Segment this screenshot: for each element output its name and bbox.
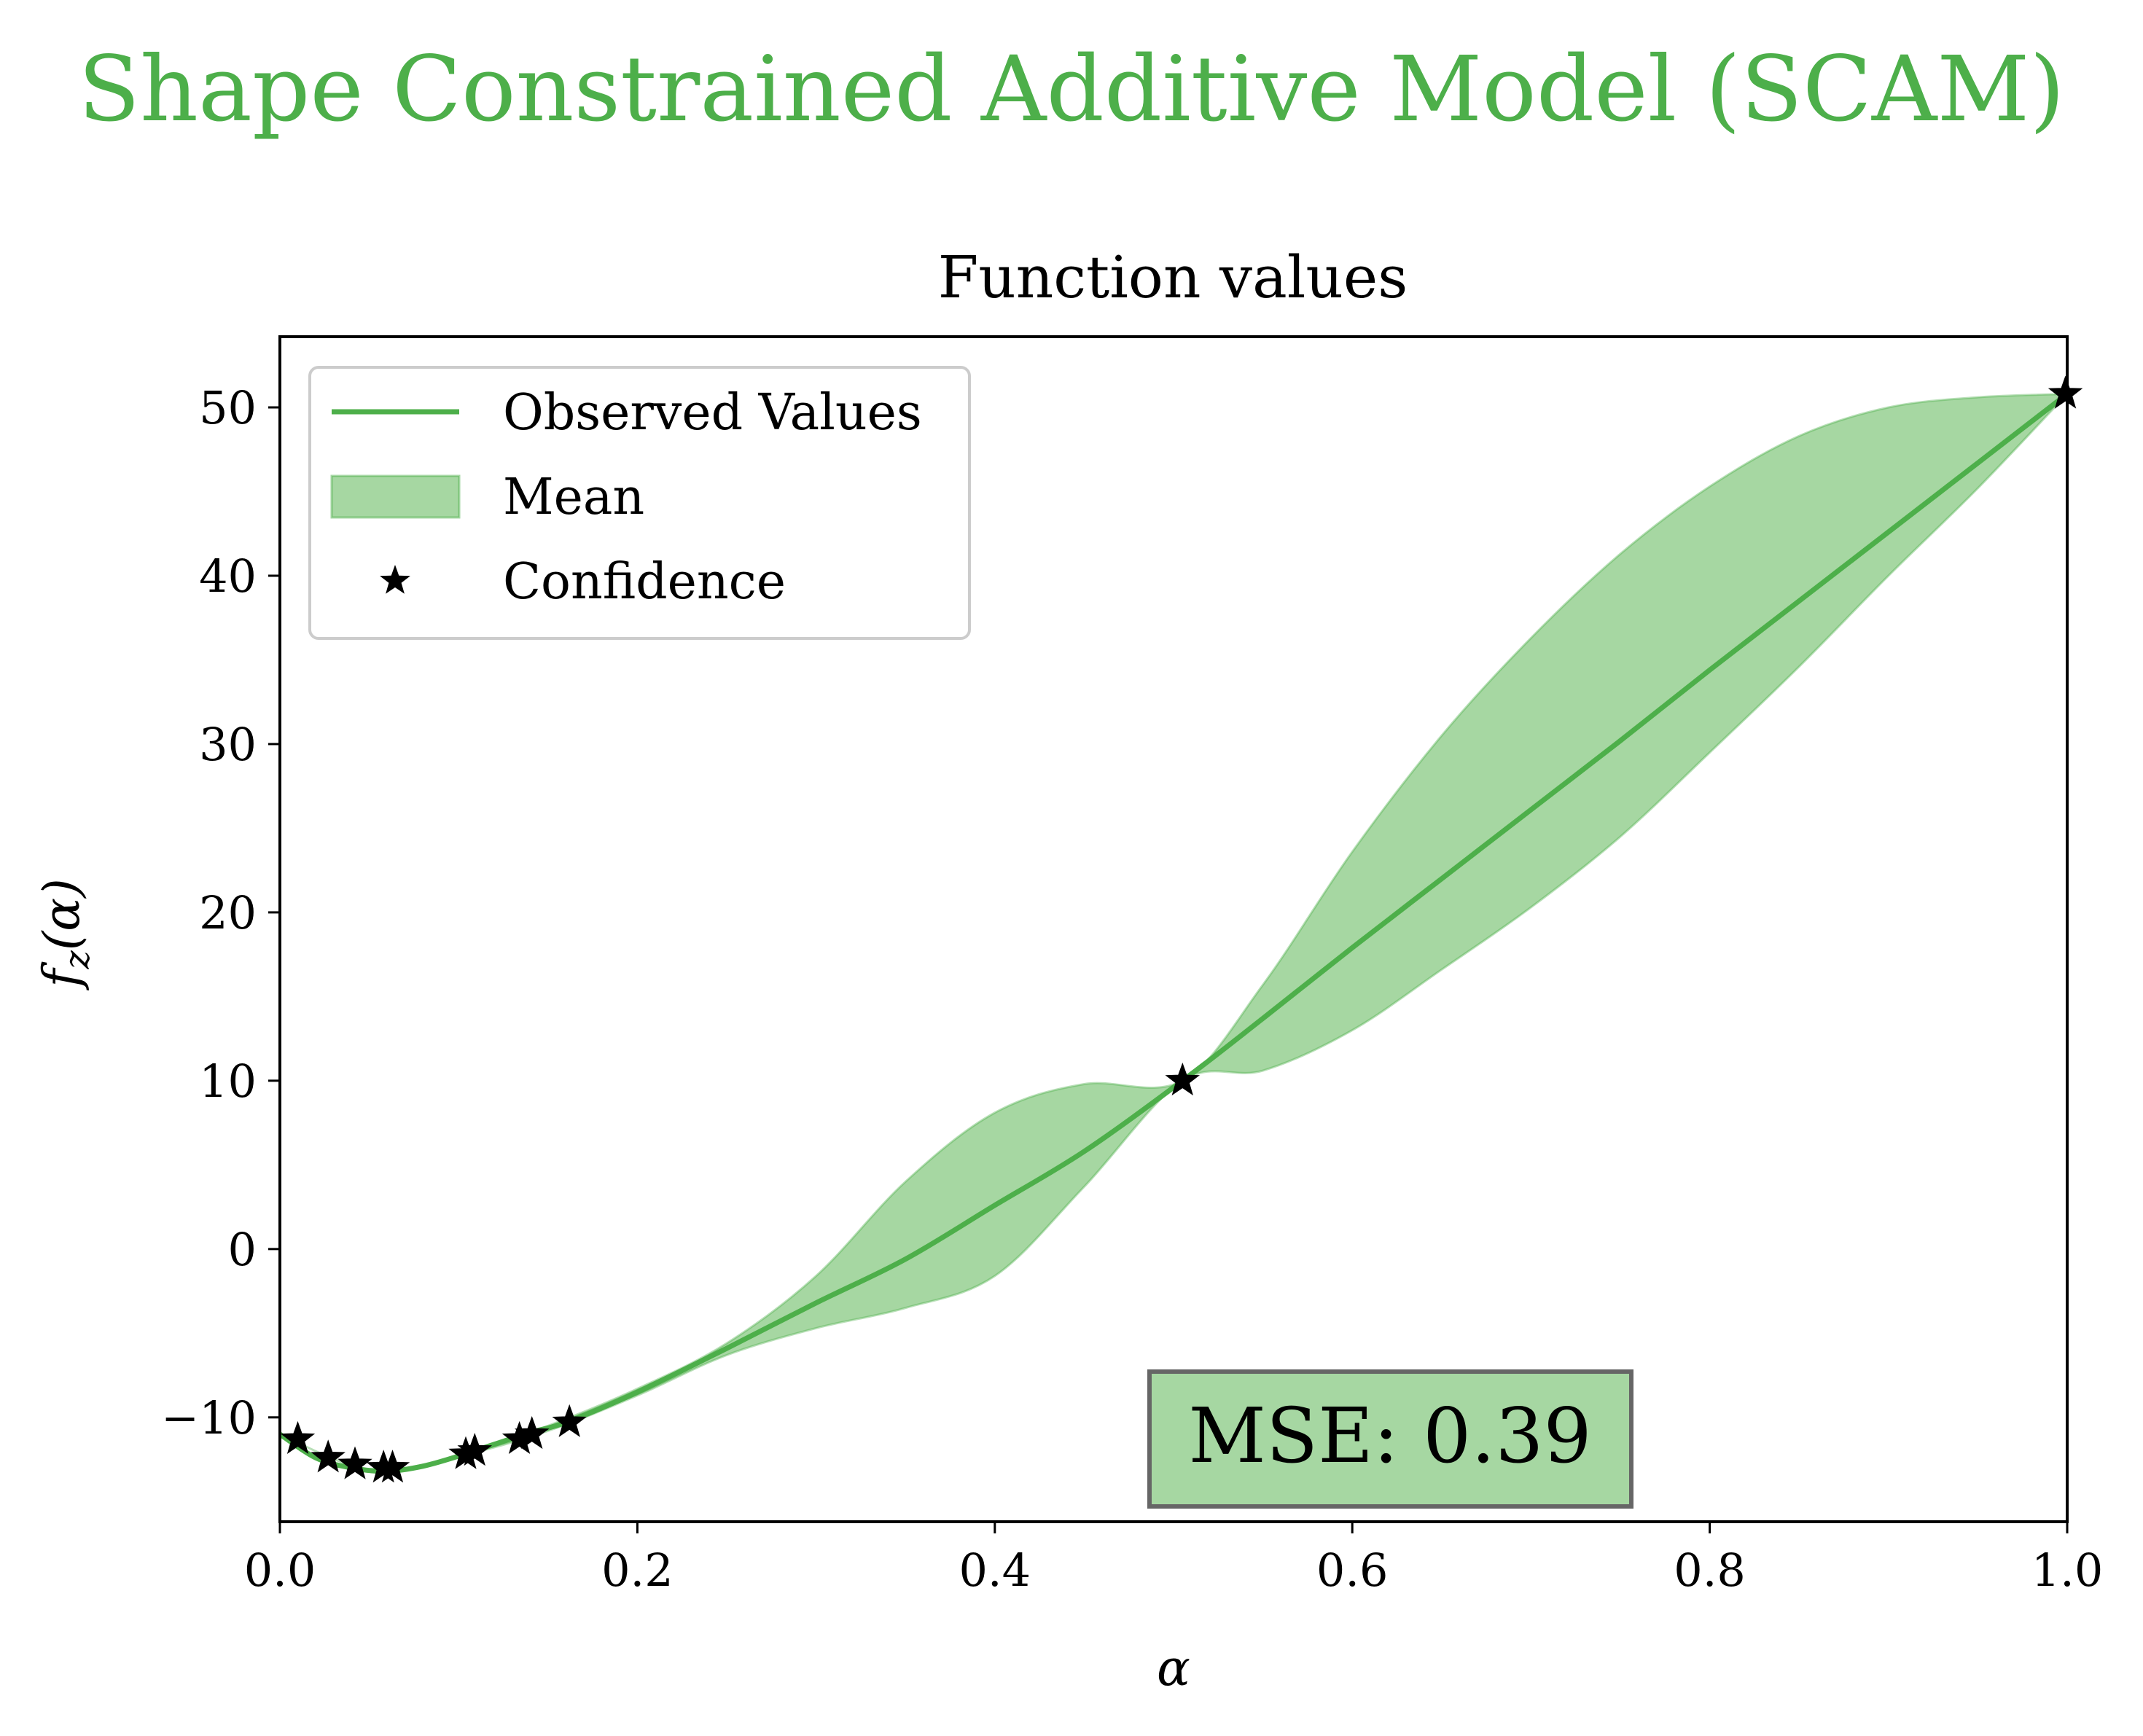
figure-suptitle: Shape Constrained Additive Model (SCAM) [78,37,2065,142]
mse-annotation-box [1147,1369,1633,1509]
x-axis: 0.0 0.2 0.4 0.6 0.8 1.0 [244,1522,2104,1597]
confidence-point [375,1450,410,1483]
y-axis: −10 0 10 20 30 40 50 [161,381,280,1444]
chart-title: Function values [938,243,1408,311]
legend: Observed Values Mean Confidence [308,366,971,640]
confidence-point [1165,1062,1201,1096]
y-tick-label: 50 [199,381,257,434]
confidence-point [457,1433,493,1466]
x-tick-label: 0.0 [244,1544,316,1597]
x-axis-label: α [1157,1640,1190,1697]
confidence-point [311,1439,346,1473]
legend-band-swatch [330,474,461,519]
mse-annotation-text: MSE: 0.39 [1188,1391,1591,1480]
y-tick-label: 30 [199,718,257,771]
y-tick-label: 20 [199,886,257,939]
y-tick-label: 10 [199,1055,257,1108]
confidence-point [2048,375,2083,409]
x-tick-label: 0.8 [1674,1544,1746,1597]
y-axis-label: fz(α) [34,878,98,990]
confidence-point [337,1446,372,1479]
legend-frame [308,366,971,640]
legend-entry-observed-values: Observed Values [503,384,922,442]
x-tick-label: 0.6 [1316,1544,1389,1597]
legend-star-marker [380,565,410,594]
plot-area [280,375,2083,1483]
x-tick-label: 0.2 [601,1544,674,1597]
x-tick-label: 0.4 [959,1544,1031,1597]
plot-frame [278,335,2069,1523]
x-tick-label: 1.0 [2031,1544,2104,1597]
confidence-point [514,1415,550,1450]
confidence-band [280,393,2067,1471]
confidence-point [552,1404,587,1437]
y-tick-label: 0 [228,1223,257,1276]
y-tick-label: 40 [199,550,257,603]
mse-annotation: MSE: 0.39 [1147,1369,1633,1509]
legend-entry-mean: Mean [503,469,644,526]
y-tick-label: −10 [161,1391,257,1444]
confidence-point [280,1420,316,1455]
legend-entry-confidence: Confidence [503,553,786,611]
